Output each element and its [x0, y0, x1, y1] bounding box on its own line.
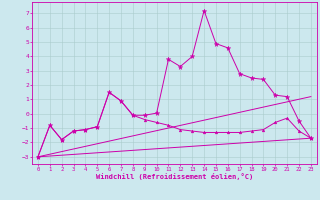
X-axis label: Windchill (Refroidissement éolien,°C): Windchill (Refroidissement éolien,°C)	[96, 173, 253, 180]
